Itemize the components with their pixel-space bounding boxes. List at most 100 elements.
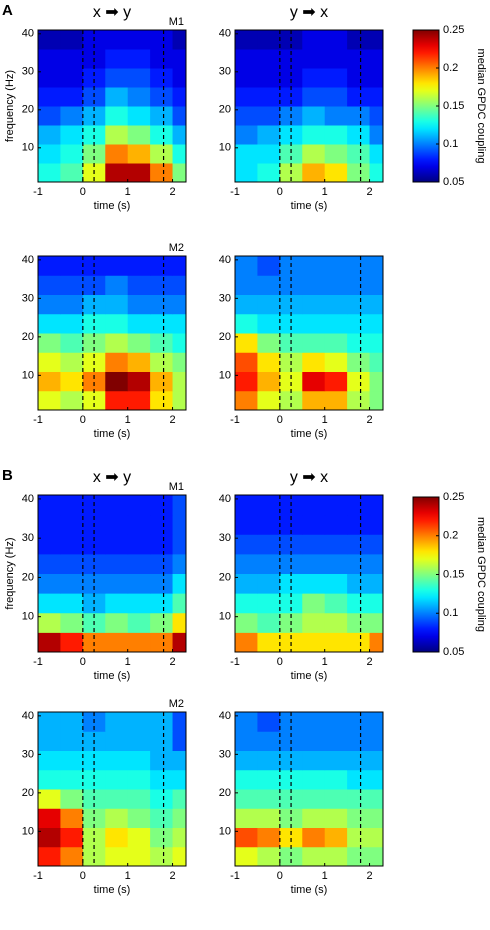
heatmap-cell bbox=[324, 573, 348, 594]
heatmap-cell bbox=[347, 612, 371, 633]
heatmap-cell bbox=[150, 144, 174, 164]
heatmap-cell bbox=[60, 514, 84, 535]
heatmap-cell bbox=[257, 593, 281, 614]
heatmap-cell bbox=[105, 144, 129, 164]
heatmap-cell bbox=[279, 144, 303, 164]
heatmap-cell bbox=[302, 534, 326, 555]
colorbar-label: median GPDC coupling bbox=[475, 49, 487, 164]
heatmap-cell bbox=[257, 333, 281, 353]
x-tick-label: 1 bbox=[125, 656, 131, 668]
heatmap-cell bbox=[347, 573, 371, 594]
heatmap-cell bbox=[369, 30, 384, 50]
heatmap-cell bbox=[82, 750, 106, 771]
heatmap-cell bbox=[82, 68, 106, 88]
section-label: A bbox=[2, 2, 13, 19]
x-tick-label: -1 bbox=[230, 186, 240, 198]
heatmap-cell bbox=[172, 256, 187, 276]
heatmap-cell bbox=[257, 573, 281, 594]
heatmap-cell bbox=[324, 256, 348, 276]
heatmap-cell bbox=[235, 712, 258, 732]
heatmap-cell bbox=[105, 789, 129, 809]
heatmap-cell bbox=[302, 333, 326, 353]
x-tick-label: 2 bbox=[169, 870, 175, 882]
heatmap-cell bbox=[150, 769, 174, 790]
heatmap-cell bbox=[302, 573, 326, 594]
heatmap-cell bbox=[127, 49, 151, 69]
x-tick-label: 1 bbox=[322, 186, 328, 198]
heatmap-cell bbox=[127, 827, 151, 848]
heatmap-cell bbox=[127, 125, 151, 145]
heatmap-cell bbox=[172, 313, 187, 334]
heatmap-cell bbox=[302, 593, 326, 614]
heatmap-cell bbox=[347, 495, 371, 516]
heatmap-cell bbox=[369, 125, 384, 145]
heatmap-cell bbox=[82, 294, 106, 315]
heatmap-cell bbox=[257, 30, 281, 50]
heatmap-cell bbox=[127, 514, 151, 535]
heatmap-cell bbox=[302, 313, 326, 334]
heatmap-cell bbox=[38, 553, 61, 574]
heatmap-cell bbox=[347, 352, 371, 372]
heatmap-cell bbox=[38, 68, 61, 88]
heatmap-cell bbox=[38, 514, 61, 535]
heatmap-cell bbox=[369, 612, 384, 633]
heatmap-cell bbox=[347, 106, 371, 126]
heatmap-cell bbox=[369, 750, 384, 771]
heatmap-cell bbox=[324, 612, 348, 633]
heatmap-cell bbox=[150, 573, 174, 594]
heatmap-cell bbox=[257, 294, 281, 315]
heatmap-cell bbox=[257, 495, 281, 516]
heatmap-cell bbox=[172, 390, 187, 411]
heatmap-cell bbox=[347, 87, 371, 107]
heatmap-cell bbox=[235, 514, 258, 535]
x-axis-label: time (s) bbox=[94, 200, 131, 212]
x-axis-label: time (s) bbox=[291, 670, 328, 682]
x-tick-label: 2 bbox=[169, 656, 175, 668]
panel-annotation: M1 bbox=[169, 481, 184, 493]
y-tick-label: 10 bbox=[22, 369, 34, 381]
y-tick-label: 30 bbox=[219, 66, 231, 78]
heatmap-cell bbox=[324, 769, 348, 790]
heatmap-cell bbox=[127, 352, 151, 372]
heatmap-cell bbox=[127, 553, 151, 574]
heatmap-cell bbox=[60, 846, 84, 867]
x-tick-label: -1 bbox=[33, 414, 43, 426]
heatmap-cell bbox=[172, 371, 187, 392]
heatmap-cell bbox=[172, 632, 187, 653]
heatmap-cell bbox=[105, 750, 129, 771]
heatmap-cell bbox=[369, 333, 384, 353]
heatmap-cell bbox=[279, 573, 303, 594]
colorbar-tick-label: 0.05 bbox=[443, 646, 464, 658]
heatmap-cell bbox=[257, 750, 281, 771]
heatmap-cell bbox=[324, 125, 348, 145]
heatmap-cell bbox=[369, 352, 384, 372]
heatmap-cell bbox=[150, 125, 174, 145]
heatmap-cell bbox=[38, 49, 61, 69]
heatmap-cell bbox=[105, 256, 129, 276]
heatmap-cell bbox=[105, 30, 129, 50]
heatmap-cell bbox=[150, 390, 174, 411]
y-axis-label: frequency (Hz) bbox=[4, 537, 16, 609]
y-tick-label: 40 bbox=[219, 28, 231, 40]
heatmap-cell bbox=[172, 68, 187, 88]
heatmap-cell bbox=[369, 256, 384, 276]
heatmap-cell bbox=[105, 313, 129, 334]
heatmap-cell bbox=[38, 256, 61, 276]
heatmap-cell bbox=[105, 352, 129, 372]
heatmap-cell bbox=[279, 827, 303, 848]
x-tick-label: 0 bbox=[80, 656, 86, 668]
y-axis-label: frequency (Hz) bbox=[4, 70, 16, 142]
heatmap-cell bbox=[172, 534, 187, 555]
heatmap-cell bbox=[38, 163, 61, 183]
plot-frame bbox=[37, 494, 187, 653]
heatmap-cell bbox=[150, 495, 174, 516]
heatmap-cell bbox=[369, 553, 384, 574]
heatmap-cell bbox=[150, 68, 174, 88]
x-tick-label: 0 bbox=[80, 870, 86, 882]
heatmap-cell bbox=[257, 256, 281, 276]
y-tick-label: 30 bbox=[22, 532, 34, 544]
heatmap-cell bbox=[347, 712, 371, 732]
heatmap-cell bbox=[347, 313, 371, 334]
heatmap-cell bbox=[347, 163, 371, 183]
plot-frame bbox=[234, 494, 384, 653]
